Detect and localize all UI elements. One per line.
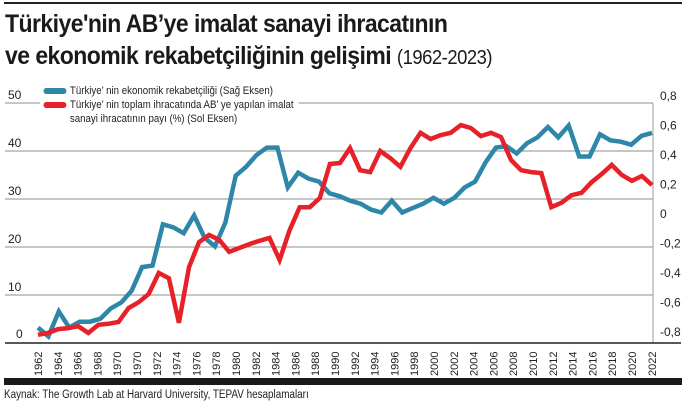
left-axis-tick: 20 (8, 232, 22, 246)
chart-title: Türkiye'nin AB’ye imalat sanayi ihracatı… (5, 8, 493, 74)
legend-swatch-blue (43, 88, 67, 94)
left-axis-tick: 30 (8, 184, 22, 198)
x-axis-tick: 2014 (568, 352, 580, 376)
x-axis-tick: 2012 (548, 352, 560, 376)
x-axis-tick: 1966 (73, 352, 85, 376)
right-axis-tick: 0,4 (660, 148, 677, 162)
x-axis-tick: 2018 (607, 352, 619, 376)
title-line-1: Türkiye'nin AB’ye imalat sanayi ihracatı… (5, 10, 448, 38)
legend-label-red-line2: sanayi ihracatının payı (%) (Sol Eksen) (69, 113, 238, 125)
x-axis-tick: 2010 (528, 352, 540, 376)
x-axis-tick: 1994 (370, 352, 382, 376)
series-line-competitiveness (36, 121, 653, 341)
legend-item-eu-share: Türkiye’ nin toplam ihracatında AB’ ye y… (43, 98, 294, 126)
left-axis-tick: 50 (8, 88, 22, 102)
bottom-bar (4, 378, 682, 385)
x-axis-tick: 1986 (290, 352, 302, 376)
x-axis-tick: 1978 (211, 352, 223, 376)
x-axis-tick: 2000 (429, 352, 441, 376)
right-axis-tick: 0 (660, 207, 667, 221)
x-axis-tick: 2020 (627, 352, 639, 376)
right-axis-tick: 0,8 (660, 89, 677, 103)
right-axis-tick: -0,8 (660, 325, 681, 339)
x-axis-tick: 2002 (449, 352, 461, 376)
legend-swatch-red (43, 102, 67, 108)
right-axis-tick: -0,6 (660, 296, 681, 310)
x-axis-tick: 1970 (132, 352, 144, 376)
x-axis-tick: 1964 (53, 352, 65, 376)
x-axis-tick: 2006 (488, 352, 500, 376)
x-axis-tick: 1988 (310, 352, 322, 376)
x-axis-tick: 1992 (350, 352, 362, 376)
title-line-2-text: ve ekonomik rekabetçiliğinin gelişimi (5, 42, 392, 70)
title-line-2: ve ekonomik rekabetçiliğinin gelişimi (1… (5, 40, 493, 74)
legend-item-competitiveness: Türkiye’ nin ekonomik rekabetçiliği (Sağ… (43, 84, 294, 98)
legend: Türkiye’ nin ekonomik rekabetçiliği (Sağ… (40, 84, 299, 128)
x-axis-tick: 2004 (469, 352, 481, 376)
left-axis-tick: 40 (8, 136, 22, 150)
x-axis-tick: 1990 (330, 352, 342, 376)
x-axis-tick: 1972 (152, 352, 164, 376)
title-years: (1962-2023) (396, 47, 493, 69)
source-note: Kaynak: The Growth Lab at Harvard Univer… (4, 389, 309, 401)
x-axis-tick: 1984 (271, 352, 283, 376)
x-axis-tick: 2016 (587, 352, 599, 376)
x-axis-tick: 1970 (112, 352, 124, 376)
right-axis-tick: 0,2 (660, 178, 677, 192)
x-axis-tick: 1980 (231, 352, 243, 376)
top-rule (4, 2, 682, 4)
x-axis-tick: 1998 (409, 352, 421, 376)
x-axis-tick: 1996 (389, 352, 401, 376)
x-axis-tick: 2008 (508, 352, 520, 376)
right-axis-tick: -0,4 (660, 266, 681, 280)
left-axis-tick: 0 (16, 327, 23, 341)
legend-label-red-line1: Türkiye’ nin toplam ihracatında AB’ ye y… (69, 99, 294, 111)
x-axis-tick: 2022 (647, 352, 659, 376)
right-axis-tick: 0,6 (660, 119, 677, 133)
x-axis-tick: 1976 (191, 352, 203, 376)
right-axis-tick: -0,2 (660, 237, 681, 251)
x-axis-tick: 1968 (92, 352, 104, 376)
left-axis-tick: 10 (8, 280, 22, 294)
x-axis-tick: 1962 (33, 352, 45, 376)
series-line-eu-share (37, 122, 654, 338)
legend-label-blue: Türkiye’ nin ekonomik rekabetçiliği (Sağ… (69, 85, 273, 97)
legend-label-red: Türkiye’ nin toplam ihracatında AB’ ye y… (70, 98, 294, 126)
x-axis-tick: 1974 (172, 352, 184, 376)
x-axis-tick: 1982 (251, 352, 263, 376)
